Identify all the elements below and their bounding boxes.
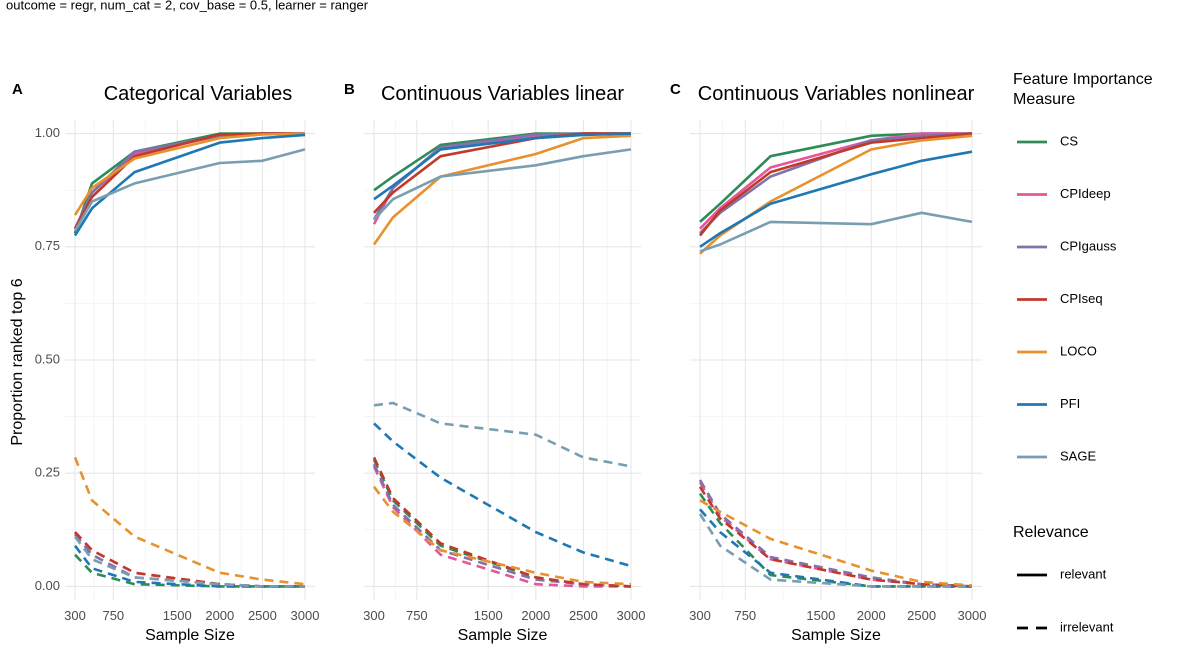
x-axis-title: Sample Size (791, 627, 881, 644)
panel-tag: B (344, 81, 355, 98)
legend-title-measure-2: Measure (1013, 91, 1075, 108)
legend-label-cs: CS (1060, 133, 1078, 148)
legend-title-relevance: Relevance (1013, 524, 1089, 541)
series-line-pfi-relevant (699, 150, 973, 248)
series-line-loco-irrelevant (73, 456, 306, 586)
x-tick-label: 3000 (291, 608, 320, 623)
series-line-cs-relevant (699, 132, 972, 223)
x-tick-label: 3000 (958, 608, 987, 623)
legend-label-irrelevant: irrelevant (1060, 619, 1114, 634)
y-axis-title: Proportion ranked top 6 (9, 278, 26, 445)
series-line-sage-relevant (73, 148, 306, 232)
series-line-cpideep-irrelevant (372, 465, 631, 588)
series-line-pfi-relevant (373, 132, 632, 201)
x-tick-label: 2500 (248, 608, 277, 623)
series-line-cpigauss-irrelevant (74, 533, 305, 588)
legend-label-loco: LOCO (1060, 343, 1097, 358)
series-line-sage-irrelevant (373, 401, 632, 468)
series-line-sage-relevant (699, 211, 973, 253)
legend: Feature Importance Measure CS CPIdeep CPIg… (1013, 71, 1153, 634)
legend-relevance: relevant irrelevant (1017, 566, 1114, 634)
legend-label-cpiseq: CPIseq (1060, 291, 1103, 306)
series-line-cpiseq-irrelevant (372, 456, 632, 588)
x-tick-label: 2000 (857, 608, 886, 623)
x-tick-label: 750 (734, 608, 756, 623)
panel-title: Continuous Variables linear (381, 83, 624, 105)
panel-title: Categorical Variables (104, 83, 293, 105)
y-tick-label: 1.00 (35, 125, 60, 140)
series-line-sage-irrelevant (698, 513, 972, 588)
panel-tag: C (670, 81, 681, 98)
series-line-loco-relevant (372, 134, 632, 246)
x-tick-label: 2000 (205, 608, 234, 623)
series-line-cpigauss-irrelevant (372, 463, 632, 588)
x-tick-label: 750 (406, 608, 428, 623)
x-tick-label: 2000 (521, 608, 550, 623)
panel-B: 300 750 1500 2000 2500 3000 Sample Size B Contin… (344, 81, 645, 644)
x-tick-label: 3000 (617, 608, 646, 623)
series-line-cs-irrelevant (698, 492, 972, 588)
panel-C: 300 750 1500 2000 2500 3000 Sample Size C Contin… (670, 81, 986, 644)
series-line-cpideep-relevant (699, 132, 972, 230)
series-line-pfi-relevant (73, 133, 306, 237)
y-tick-label: 0.00 (35, 578, 60, 593)
series-line-pfi-irrelevant (373, 422, 632, 568)
series-line-cpiseq-irrelevant (698, 486, 973, 588)
x-tick-label: 300 (64, 608, 86, 623)
x-tick-label: 1500 (806, 608, 835, 623)
panel-tag: A (12, 81, 23, 98)
series-line-loco-relevant (73, 132, 306, 216)
caption: outcome = regr, num_cat = 2, cov_base = … (6, 0, 369, 12)
series-line-loco-relevant (699, 134, 973, 255)
x-axis-title: Sample Size (145, 627, 235, 644)
legend-title-measure: Feature Importance (1013, 71, 1153, 88)
x-tick-label: 300 (363, 608, 385, 623)
series-line-cpiseq-relevant (73, 132, 305, 230)
series-line-cs-relevant (73, 132, 305, 234)
x-tick-label: 1500 (474, 608, 503, 623)
series-line-loco-irrelevant (372, 486, 632, 586)
series-line-cpiseq-relevant (698, 132, 973, 237)
x-axis-title: Sample Size (458, 627, 548, 644)
y-tick-label: 0.75 (35, 238, 60, 253)
legend-label-pfi: PFI (1060, 396, 1080, 411)
y-tick-label: 0.25 (35, 465, 60, 480)
series-line-pfi-irrelevant (699, 508, 972, 588)
x-tick-label: 750 (102, 608, 124, 623)
legend-label-sage: SAGE (1060, 448, 1096, 463)
series-line-cpiseq-irrelevant (74, 531, 305, 588)
legend-label-cpideep: CPIdeep (1060, 186, 1111, 201)
series-line-cpigauss-irrelevant (698, 479, 973, 588)
series-line-pfi-irrelevant (73, 544, 305, 588)
series-line-sage-irrelevant (73, 535, 305, 588)
legend-label-cpigauss: CPIgauss (1060, 238, 1117, 253)
series-line-loco-irrelevant (699, 499, 973, 587)
series-line-cs-irrelevant (372, 459, 632, 588)
legend-measures: CS CPIdeep CPIgauss CPIseq LOCO PFI SAGE (1017, 133, 1117, 463)
x-tick-label: 2500 (907, 608, 936, 623)
panel-title: Continuous Variables nonlinear (698, 83, 975, 105)
series-line-cpideep-irrelevant (74, 531, 305, 588)
legend-label-relevant: relevant (1060, 566, 1107, 581)
x-tick-label: 300 (689, 608, 711, 623)
x-tick-label: 2500 (569, 608, 598, 623)
series-line-sage-relevant (373, 148, 632, 221)
x-tick-label: 1500 (163, 608, 192, 623)
panel-A: 0.00 0.25 0.50 0.75 1.00 300 750 1500 2000 2500 30… (12, 81, 319, 644)
y-tick-label: 0.50 (35, 351, 60, 366)
